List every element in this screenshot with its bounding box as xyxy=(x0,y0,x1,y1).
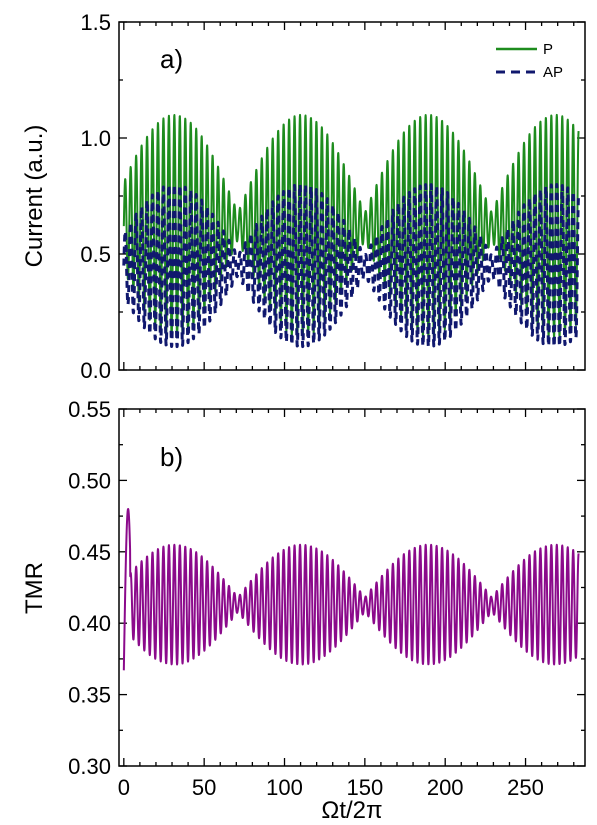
panel-a-ylabel: Current (a.u.) xyxy=(21,125,48,268)
legend: P AP xyxy=(496,41,563,81)
panel-b-xlabel: Ωt/2π xyxy=(321,797,382,824)
panel-a-series xyxy=(122,113,581,349)
panel-a-label: a) xyxy=(160,44,183,74)
x-tick-label: 150 xyxy=(346,775,383,800)
panel-b-ticks: 0 50 100 150 200 250 0.30 0.35 0.40 0.45 0.50 0.55 xyxy=(68,397,585,800)
y-tick-label: 0.0 xyxy=(80,358,111,383)
panel-b: 0 50 100 150 200 2500.300.350.400.450.500.55 … xyxy=(21,397,586,824)
y-tick-label: 0.5 xyxy=(80,242,111,267)
legend-label-ap: AP xyxy=(543,64,563,81)
x-tick-label: 0 xyxy=(118,775,130,800)
x-tick-label: 50 xyxy=(192,775,216,800)
panel-b-ylabel: TMR xyxy=(21,562,48,614)
y-tick-label: 1.5 xyxy=(80,10,111,35)
y-tick-label: 1.0 xyxy=(80,126,111,151)
series-line-tmr xyxy=(122,508,580,671)
y-tick-label: 0.40 xyxy=(68,611,111,636)
y-tick-label: 0.50 xyxy=(68,468,111,493)
y-tick-label: 0.45 xyxy=(68,540,111,565)
x-tick-label: 200 xyxy=(427,775,464,800)
panel-a: 0.0 0.5 1.0 1.5 a) Current (a.u.) P AP xyxy=(21,10,586,383)
y-tick-label: 0.30 xyxy=(68,754,111,779)
panel-b-series xyxy=(122,508,580,671)
legend-label-p: P xyxy=(543,41,553,58)
y-tick-label: 0.55 xyxy=(68,397,111,422)
panel-a-ticks: 0.0 0.5 1.0 1.5 xyxy=(80,10,585,383)
x-tick-label: 250 xyxy=(507,775,544,800)
y-tick-label: 0.35 xyxy=(68,683,111,708)
panel-b-label: b) xyxy=(160,442,183,472)
x-tick-label: 100 xyxy=(266,775,303,800)
series-line-ap xyxy=(122,182,581,349)
